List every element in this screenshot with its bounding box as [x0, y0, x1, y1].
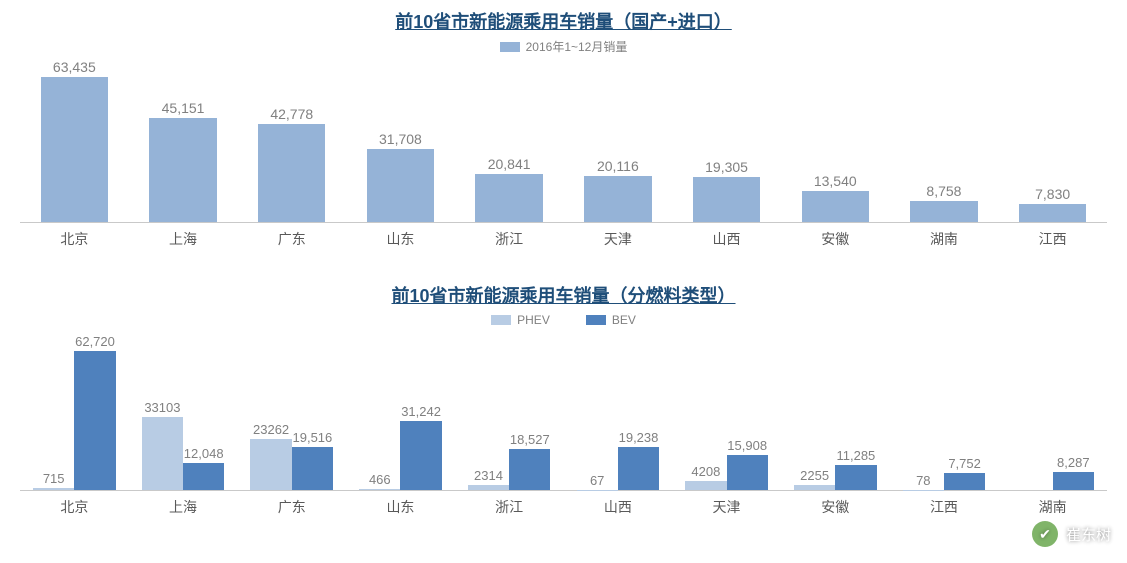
bar-value-label: 31,708: [350, 131, 450, 147]
bar-value-label: 45,151: [133, 100, 233, 116]
x-axis-label: 天津: [604, 229, 632, 249]
x-axis-label: 江西: [930, 497, 958, 517]
watermark-text: 崔东树: [1066, 524, 1111, 545]
bar-value-label: 8,287: [1023, 455, 1123, 470]
bar-value-label: 13,540: [785, 173, 885, 189]
bar: [835, 465, 876, 490]
bar: [1053, 472, 1094, 490]
bar: [400, 421, 441, 490]
bar: [794, 485, 835, 490]
x-axis-label: 浙江: [495, 497, 523, 517]
bar: [183, 463, 224, 490]
bar: [250, 439, 291, 491]
bar: [468, 485, 509, 490]
bar-value-label: 7,830: [1003, 186, 1103, 202]
bar-value-label: 18,527: [480, 432, 580, 447]
x-axis-label: 天津: [713, 497, 741, 517]
bar: [693, 177, 760, 221]
chart1-legend: 2016年1~12月销量: [20, 38, 1107, 57]
bar: [149, 118, 216, 221]
bar: [292, 447, 333, 490]
top10-total-sales-chart: 前10省市新能源乘用车销量（国产+进口） 2016年1~12月销量 63,435…: [20, 8, 1107, 251]
chart2-plot: 71562,7203310312,0482326219,51646631,242…: [20, 336, 1107, 491]
bar: [944, 473, 985, 490]
x-axis-label: 山东: [386, 229, 414, 249]
bar: [359, 489, 400, 490]
x-axis-label: 山西: [604, 497, 632, 517]
bar: [74, 351, 115, 490]
bar: [910, 201, 977, 221]
bar-value-label: 11,285: [806, 448, 906, 463]
bar-value-label: 31,242: [371, 404, 471, 419]
bar: [1019, 204, 1086, 222]
bar: [475, 174, 542, 222]
bar: [258, 124, 325, 222]
bar-value-label: 19,238: [589, 430, 689, 445]
x-axis-label: 山东: [386, 497, 414, 517]
chart1-xaxis: 北京 上海 广东 山东 浙江 天津 山西 安徽 湖南 江西: [20, 223, 1107, 251]
legend-swatch: [500, 42, 520, 52]
watermark-icon: ✔: [1032, 521, 1058, 547]
x-axis-label: 广东: [278, 497, 306, 517]
bar-value-label: 12,048: [154, 446, 254, 461]
legend-swatch: [491, 315, 511, 325]
chart1-title: 前10省市新能源乘用车销量（国产+进口）: [20, 8, 1107, 34]
legend-item: PHEV: [491, 313, 550, 327]
legend-label: BEV: [612, 313, 636, 327]
bar: [685, 481, 726, 490]
x-axis-label: 北京: [60, 497, 88, 517]
bar: [33, 488, 74, 490]
x-axis-label: 广东: [278, 229, 306, 249]
bar-value-label: 15,908: [697, 438, 797, 453]
chart2-xaxis: 北京 上海 广东 山东 浙江 山西 天津 安徽 江西 湖南: [20, 491, 1107, 519]
chart2-legend: PHEV BEV: [20, 312, 1107, 330]
watermark: ✔ 崔东树: [1032, 521, 1111, 547]
x-axis-label: 浙江: [495, 229, 523, 249]
x-axis-label: 湖南: [1039, 497, 1067, 517]
bar: [618, 447, 659, 490]
x-axis-label: 上海: [169, 229, 197, 249]
chart1-plot: 63,43545,15142,77831,70820,84120,11619,3…: [20, 63, 1107, 223]
top10-by-fuel-chart: 前10省市新能源乘用车销量（分燃料类型） PHEVBEV 71562,72033…: [20, 282, 1107, 519]
bar-value-label: 20,841: [459, 156, 559, 172]
bar-value-label: 19,516: [262, 430, 362, 445]
bar: [367, 149, 434, 221]
x-axis-label: 湖南: [930, 229, 958, 249]
x-axis-label: 安徽: [821, 497, 849, 517]
legend-label: 2016年1~12月销量: [526, 38, 628, 55]
legend-item: BEV: [586, 313, 636, 327]
bar-value-label: 8,758: [894, 183, 994, 199]
bar-value-label: 62,720: [45, 334, 145, 349]
x-axis-label: 山西: [713, 229, 741, 249]
x-axis-label: 江西: [1039, 229, 1067, 249]
x-axis-label: 上海: [169, 497, 197, 517]
legend-item: 2016年1~12月销量: [500, 38, 628, 55]
bar-value-label: 19,305: [677, 159, 777, 175]
bar: [727, 455, 768, 490]
bar: [584, 176, 651, 222]
x-axis-label: 北京: [60, 229, 88, 249]
bar-value-label: 7,752: [915, 456, 1015, 471]
bar-value-label: 20,116: [568, 158, 668, 174]
legend-label: PHEV: [517, 313, 550, 327]
chart2-title: 前10省市新能源乘用车销量（分燃料类型）: [20, 282, 1107, 308]
bar: [41, 77, 108, 222]
bar: [802, 191, 869, 222]
x-axis-label: 安徽: [821, 229, 849, 249]
bar-value-label: 33103: [112, 400, 212, 415]
bar: [509, 449, 550, 490]
bar-value-label: 63,435: [24, 59, 124, 75]
bar-value-label: 42,778: [242, 106, 342, 122]
legend-swatch: [586, 315, 606, 325]
